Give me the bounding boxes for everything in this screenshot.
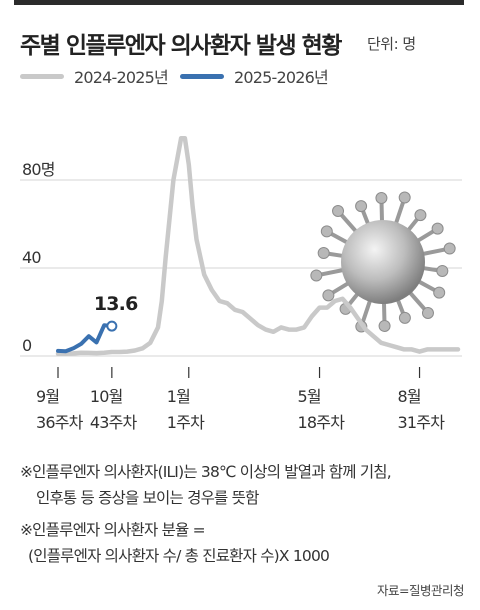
virus-spike-tip — [355, 200, 368, 213]
x-tick-week: 18주차 — [297, 413, 345, 432]
virus-spike-tip — [375, 192, 388, 205]
x-tick-label: 8월 31주차 — [398, 384, 445, 436]
x-tick-month: 8월 — [397, 387, 422, 406]
x-tick-week: 31주차 — [397, 413, 445, 432]
virus-spike-tip — [317, 247, 330, 260]
x-tick-month: 10월 — [89, 387, 123, 406]
y-tick-label: 80명 — [22, 160, 55, 179]
x-tick-label: 9월 36주차 — [36, 384, 83, 436]
chart-labels: 0 40 80명 13.6 — [22, 160, 139, 355]
virus-spike-tip — [443, 242, 456, 255]
legend-item-prev-season: 2024-2025년 — [20, 63, 169, 89]
x-tick-label: 1월 1주차 — [166, 384, 205, 436]
virus-spike-tip — [322, 289, 335, 302]
series-line-curr-season — [56, 323, 114, 354]
chart-title: 주별 인플루엔자 의사환자 발생 현황 — [20, 33, 342, 59]
x-tick-week: 1주차 — [166, 413, 205, 432]
y-tick-label: 40 — [22, 248, 41, 267]
virus-spike-tip — [414, 209, 427, 222]
source-credit: 자료=질병관리청 — [377, 583, 464, 598]
virus-illustration — [310, 191, 456, 333]
x-tick-month: 1월 — [166, 387, 191, 406]
footnote-ili-definition-2: 인후통 등 증상을 보이는 경우를 뜻함 — [36, 489, 259, 507]
legend-label-curr-season: 2025-2026년 — [234, 68, 329, 87]
virus-spike-tip — [431, 222, 444, 235]
y-tick-label: 0 — [22, 336, 32, 355]
x-tick-label: 10월 43주차 — [90, 384, 137, 436]
series-lines — [55, 135, 461, 357]
x-tick-week: 36주차 — [36, 413, 83, 432]
virus-spike-tip — [421, 307, 434, 320]
virus-body — [341, 220, 425, 304]
legend-swatch-prev-season — [20, 73, 64, 79]
x-tick-label: 5월 18주차 — [298, 384, 345, 436]
top-rule — [14, 0, 464, 5]
x-tick-month: 9월 — [36, 387, 60, 406]
virus-spike-tip — [320, 225, 333, 238]
virus-spike-tip — [332, 204, 345, 217]
series-end-point — [106, 320, 118, 332]
virus-spike-tip — [378, 319, 391, 332]
legend-swatch-curr-season — [180, 73, 224, 79]
data-label-latest: 13.6 — [94, 293, 138, 315]
footnote-ili-rate-1: ※인플루엔자 의사환자 분율 = — [20, 521, 206, 539]
unit-label: 단위: 명 — [367, 35, 416, 53]
footnote-ili-rate-2: (인플루엔자 의사환자 수/ 총 진료환자 수)X 1000 — [28, 547, 330, 565]
virus-spike-tip — [398, 191, 411, 204]
virus-spike-tip — [310, 269, 323, 282]
series-line-prev-season — [55, 135, 461, 357]
x-tick-month: 5월 — [297, 387, 322, 406]
line-chart: 0 40 80명 13.6 — [20, 135, 462, 378]
virus-spike-tip — [433, 286, 446, 299]
x-tick-week: 43주차 — [89, 413, 137, 432]
virus-spike-tip — [398, 311, 411, 324]
footnote-ili-definition-1: ※인플루엔자 의사환자(ILI)는 38℃ 이상의 발열과 함께 기침, — [20, 463, 392, 481]
legend-label-prev-season: 2024-2025년 — [74, 68, 169, 87]
legend-item-curr-season: 2025-2026년 — [180, 63, 329, 89]
virus-spike-tip — [436, 264, 449, 277]
